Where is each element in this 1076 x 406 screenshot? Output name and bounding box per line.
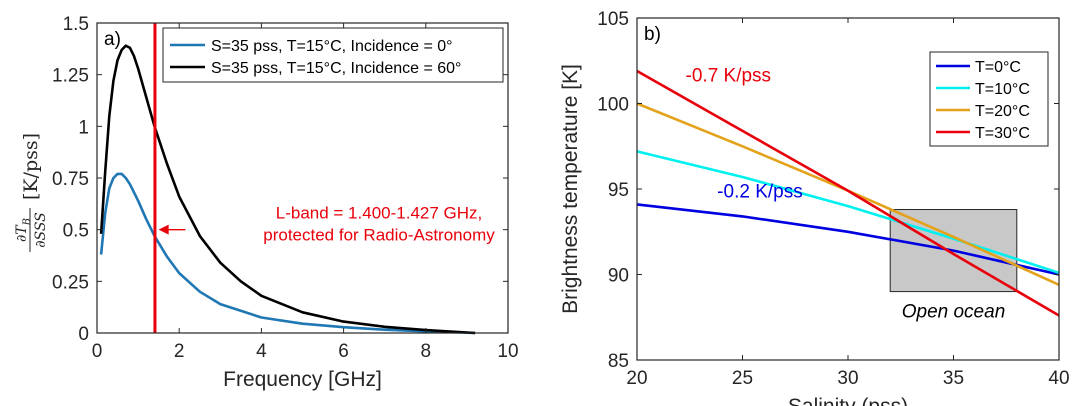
chart-b-legend-label-0: T=0°C bbox=[975, 59, 1021, 76]
chart-a-y-tick-label-4: 1 bbox=[78, 117, 89, 138]
chart-a-y-tick-label-6: 1.5 bbox=[63, 14, 89, 35]
chart-a-annotation-line-2: protected for Radio-Astronomy bbox=[263, 225, 495, 244]
chart-a-legend-box bbox=[162, 27, 504, 83]
chart-b-x-tick-label-3: 35 bbox=[943, 368, 964, 389]
chart-a-y-axis-title: ∂TB ∂SSS [K/pss] bbox=[14, 133, 49, 252]
chart-a-x-axis-title: Frequency [GHz] bbox=[223, 368, 382, 391]
chart-a-legend: S=35 pss, T=15°C, Incidence = 0° S=35 ps… bbox=[162, 27, 504, 83]
chart-a-x-tick-label-2: 4 bbox=[256, 341, 267, 362]
chart-b-series-line-1 bbox=[636, 150, 1060, 275]
chart-a-series-line-1 bbox=[99, 44, 476, 335]
chart-b-y-tick-label-1: 90 bbox=[608, 266, 629, 287]
chart-a-arrowhead bbox=[158, 224, 169, 235]
chart-b-panel-label: b) bbox=[644, 24, 661, 45]
chart-b-legend-label-1: T=10°C bbox=[975, 81, 1030, 98]
chart-a-x-tick-label-0: 0 bbox=[92, 341, 103, 362]
chart-panel-b: Open ocean -0.7 K/pss -0.2 K/pss 20 25 30 3… bbox=[559, 9, 1070, 406]
chart-a-y-tick-label-5: 1.25 bbox=[52, 66, 89, 87]
chart-a-x-tick-label-5: 10 bbox=[497, 341, 518, 362]
chart-a-panel-label: a) bbox=[104, 29, 121, 50]
chart-a-legend-label-1: S=35 pss, T=15°C, Incidence = 60° bbox=[211, 60, 461, 77]
chart-b-y-axis-title: Brightness temperature [K] bbox=[559, 64, 582, 314]
chart-a-x-tick-label-1: 2 bbox=[174, 341, 185, 362]
chart-b-x-tick-label-4: 40 bbox=[1048, 368, 1069, 389]
chart-b-x-tick-label-0: 20 bbox=[626, 368, 647, 389]
chart-b-slope-label-red: -0.7 K/pss bbox=[686, 65, 772, 86]
chart-b-x-tick-label-1: 25 bbox=[732, 368, 753, 389]
chart-b-open-ocean-label: Open ocean bbox=[902, 302, 1006, 323]
chart-a-y-tick-label-0: 0 bbox=[78, 324, 89, 345]
chart-b-y-tick-label-2: 95 bbox=[608, 180, 629, 201]
chart-a-series-layer bbox=[99, 44, 476, 335]
chart-a-ticks: 0 2 4 6 8 10 0 0.25 0.5 0.75 1 1.25 1.5 bbox=[52, 14, 519, 362]
chart-b-series-layer bbox=[636, 69, 1060, 317]
chart-b-legend-label-3: T=30°C bbox=[975, 125, 1030, 142]
chart-a-x-tick-label-4: 8 bbox=[421, 341, 432, 362]
chart-a-y-tick-label-1: 0.25 bbox=[52, 272, 89, 293]
chart-a-x-tick-label-3: 6 bbox=[338, 341, 349, 362]
chart-b-series-line-3 bbox=[636, 69, 1060, 317]
chart-b-x-tick-label-2: 30 bbox=[837, 368, 858, 389]
chart-panel-a: L-band = 1.400-1.427 GHz, protected for … bbox=[14, 14, 519, 391]
chart-a-y-axis-title-denominator: ∂SSS bbox=[33, 212, 49, 248]
chart-b-y-tick-label-0: 85 bbox=[608, 351, 629, 372]
chart-a-y-tick-label-2: 0.5 bbox=[63, 221, 89, 242]
chart-b-slope-label-blue: -0.2 K/pss bbox=[717, 182, 803, 203]
chart-b-ticks: 20 25 30 35 40 85 90 95 100 105 bbox=[597, 9, 1069, 389]
chart-b-y-tick-label-3: 100 bbox=[597, 95, 629, 116]
chart-b-y-tick-label-4: 105 bbox=[597, 9, 629, 30]
chart-a-legend-label-0: S=35 pss, T=15°C, Incidence = 0° bbox=[211, 38, 453, 55]
chart-b-series-line-0 bbox=[636, 203, 1060, 276]
chart-b-legend-label-2: T=20°C bbox=[975, 103, 1030, 120]
chart-b-x-axis-title: Salinity (pss) bbox=[788, 395, 908, 406]
chart-a-y-axis-title-unit: [K/pss] bbox=[20, 133, 42, 200]
chart-a-y-tick-label-3: 0.75 bbox=[52, 169, 89, 190]
chart-a-series-line-0 bbox=[99, 172, 476, 335]
chart-b-legend: T=0°C T=10°C T=20°C T=30°C bbox=[929, 51, 1049, 147]
chart-b-legend-box bbox=[929, 51, 1049, 147]
chart-a-annotation-line-1: L-band = 1.400-1.427 GHz, bbox=[276, 203, 483, 222]
